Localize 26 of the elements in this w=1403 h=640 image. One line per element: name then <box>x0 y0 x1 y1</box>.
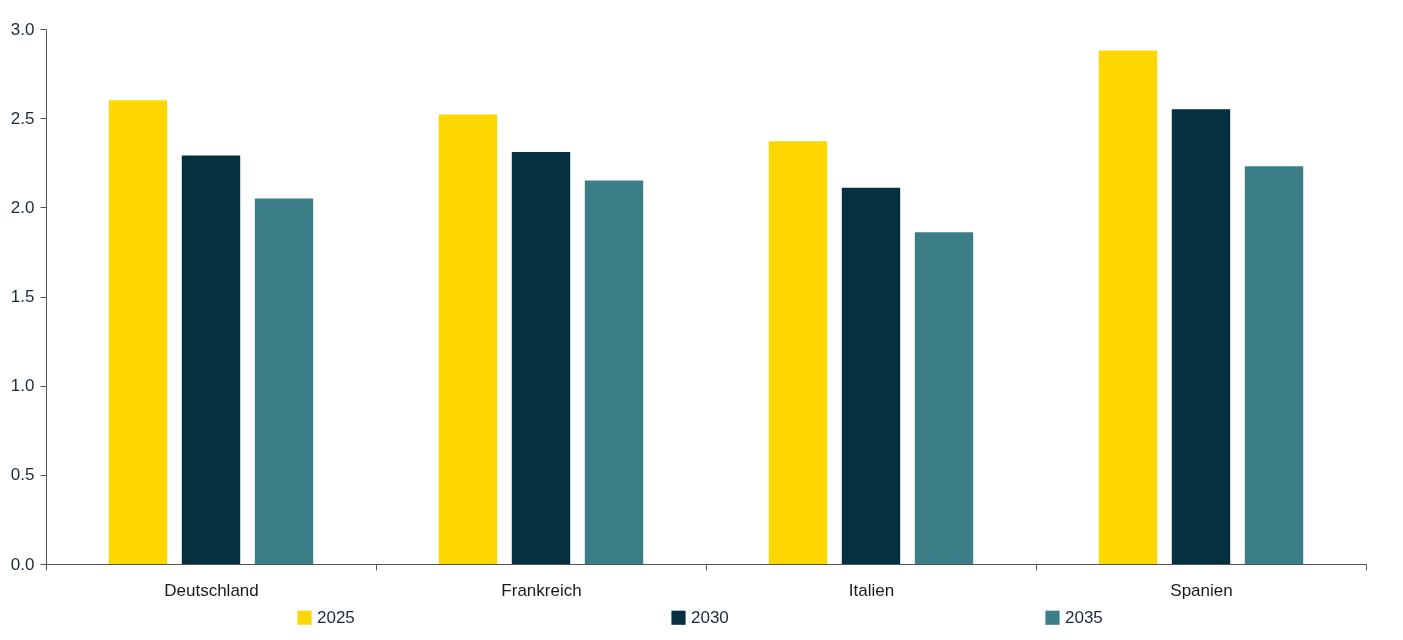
bar <box>914 232 974 564</box>
y-tick-label: 3.0 <box>10 19 35 39</box>
bar <box>1098 50 1158 564</box>
bar <box>584 180 644 564</box>
y-tick-label: 0.5 <box>10 465 35 485</box>
x-tick-label: Italien <box>848 580 895 600</box>
bar <box>181 155 241 564</box>
y-tick-label: 2.5 <box>10 108 35 128</box>
y-tick-label: 0.0 <box>10 554 35 574</box>
legend-label: 2030 <box>691 607 729 627</box>
y-tick-label: 1.0 <box>10 376 35 396</box>
bar <box>768 141 828 564</box>
bar <box>841 187 901 564</box>
legend-label: 2025 <box>317 607 355 627</box>
bar <box>108 100 168 564</box>
x-tick-label: Deutschland <box>164 580 259 600</box>
bar <box>438 114 498 564</box>
bar <box>1244 166 1304 564</box>
y-tick-label: 2.0 <box>10 197 35 217</box>
bar <box>511 152 571 564</box>
bar <box>254 198 314 564</box>
x-tick-label: Spanien <box>1170 580 1233 600</box>
x-tick-label: Frankreich <box>501 580 582 600</box>
bar <box>1171 109 1231 564</box>
y-tick-label: 1.5 <box>10 287 35 306</box>
legend-label: 2035 <box>1065 607 1103 627</box>
